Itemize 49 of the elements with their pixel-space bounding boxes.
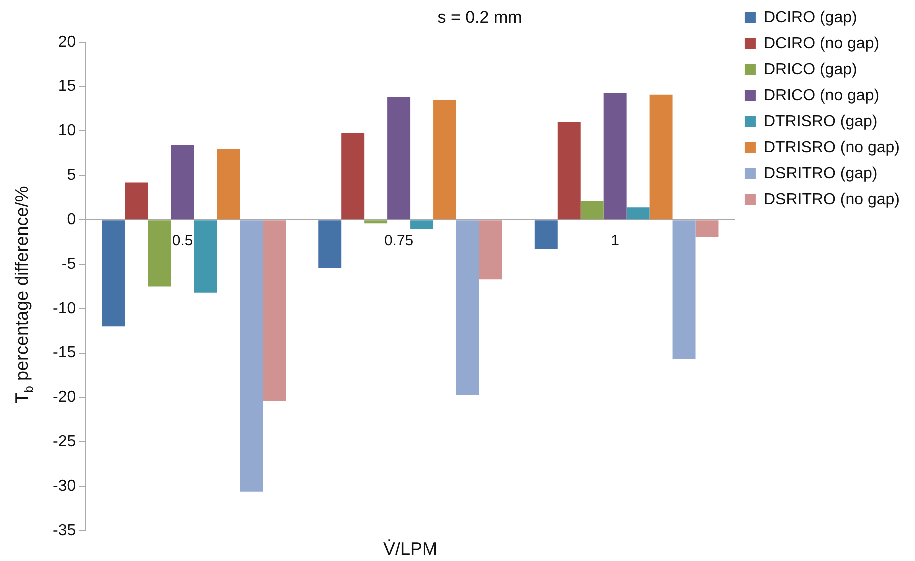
y-tick-label: -30 — [53, 478, 76, 495]
x-tick-label: 1 — [611, 232, 620, 250]
y-tick-label: -20 — [53, 389, 76, 406]
bar — [148, 220, 172, 287]
bar — [364, 220, 388, 224]
bar — [558, 122, 581, 220]
y-tick-label: 10 — [58, 122, 76, 140]
legend-label: DRICO (gap) — [764, 61, 858, 78]
bar — [604, 93, 627, 220]
bar — [410, 220, 434, 229]
y-tick-label: 0 — [67, 211, 76, 228]
x-tick-label: 0.5 — [172, 232, 194, 250]
legend-label: DRICO (no gap) — [764, 87, 880, 104]
legend-label: DCIRO (gap) — [764, 9, 858, 26]
y-tick-label: -10 — [53, 300, 76, 318]
y-tick-label: 15 — [58, 78, 76, 96]
y-tick-label: 20 — [58, 34, 76, 51]
y-tick-label: 5 — [67, 167, 76, 184]
bar — [318, 220, 342, 268]
bar — [388, 97, 411, 220]
bar — [342, 133, 365, 220]
bar — [456, 220, 480, 396]
bar — [626, 208, 650, 220]
bar — [240, 220, 264, 492]
legend-label: DSRITRO (no gap) — [764, 191, 900, 208]
y-tick-label: -25 — [53, 434, 76, 451]
x-axis-title: V̇/LPM — [384, 538, 438, 559]
bar — [534, 220, 558, 250]
legend-label: DSRITRO (gap) — [764, 165, 878, 182]
bar — [217, 149, 240, 220]
y-tick-label: -35 — [53, 522, 76, 540]
bar — [125, 182, 148, 220]
bar — [672, 220, 696, 360]
y-tick-label: -5 — [62, 256, 76, 273]
chart-title: s = 0.2 mm — [438, 8, 522, 27]
y-tick-label: -15 — [53, 344, 76, 362]
bar — [263, 220, 286, 402]
legend-label: DTRISRO (no gap) — [764, 139, 900, 156]
bar — [650, 94, 673, 220]
x-tick-label: 0.75 — [384, 232, 414, 250]
bar — [696, 220, 719, 237]
bar — [194, 220, 218, 293]
bar — [479, 220, 502, 280]
legend-label: DCIRO (no gap) — [764, 35, 880, 52]
legend-label: DTRISRO (gap) — [764, 113, 878, 130]
bar — [171, 145, 194, 220]
bar — [434, 100, 456, 220]
bar — [580, 201, 604, 220]
bar — [102, 220, 126, 327]
